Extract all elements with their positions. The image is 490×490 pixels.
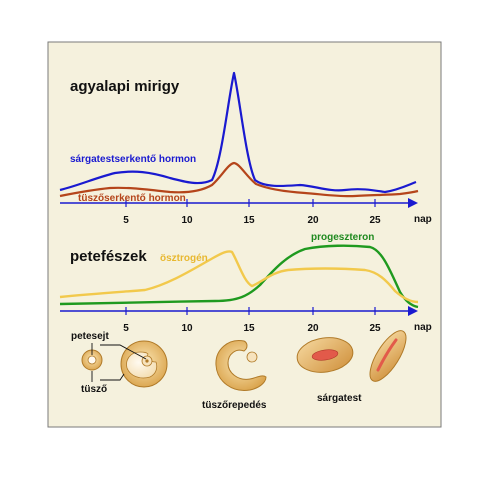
ovulation-follicle-icon xyxy=(215,340,267,391)
ovary-axis-ticks xyxy=(125,307,376,315)
pituitary-axis-arrow xyxy=(408,198,418,208)
lh-curve xyxy=(59,71,417,194)
corpus-luteum-label: sárgatest xyxy=(317,393,362,404)
pituitary-tick-20: 20 xyxy=(307,215,319,226)
ovary-axis-arrow xyxy=(408,306,418,316)
pituitary-title: agyalapi mirigy xyxy=(70,78,180,95)
ovary-tick-25: 25 xyxy=(369,323,381,334)
follicle-large-icon xyxy=(120,340,168,388)
follicle-pointer-large xyxy=(100,373,125,381)
pituitary-axis-ticks xyxy=(125,199,376,207)
ovary-tick-15: 15 xyxy=(243,323,255,334)
corpus-luteum-icon xyxy=(296,337,354,373)
egg-pointer-large xyxy=(100,344,147,360)
estrogen-curve xyxy=(59,250,419,304)
egg-label: petesejt xyxy=(71,331,109,342)
pituitary-tick-10: 10 xyxy=(181,215,193,226)
ovary-axis-unit: nap xyxy=(414,322,432,333)
fsh-label: tüszőserkentő hormon xyxy=(78,193,186,204)
degenerating-corpus-luteum-icon xyxy=(369,330,407,382)
pituitary-tick-5: 5 xyxy=(123,215,129,226)
progesterone-label: progeszteron xyxy=(311,232,374,243)
follicle-label: tüsző xyxy=(81,384,107,395)
pituitary-tick-25: 25 xyxy=(369,215,381,226)
fsh-curve xyxy=(59,161,419,198)
estrogen-label: ösztrogén xyxy=(160,253,208,264)
lh-label: sárgatestserkentő hormon xyxy=(70,154,196,165)
pituitary-axis-unit: nap xyxy=(414,214,432,225)
ovary-tick-10: 10 xyxy=(181,323,193,334)
ovary-tick-20: 20 xyxy=(307,323,319,334)
ovary-tick-5: 5 xyxy=(123,323,129,334)
ovary-title: petefészek xyxy=(70,248,147,265)
progesterone-curve xyxy=(59,244,419,309)
ovulation-label: tüszőrepedés xyxy=(202,400,267,411)
pituitary-tick-15: 15 xyxy=(243,215,255,226)
